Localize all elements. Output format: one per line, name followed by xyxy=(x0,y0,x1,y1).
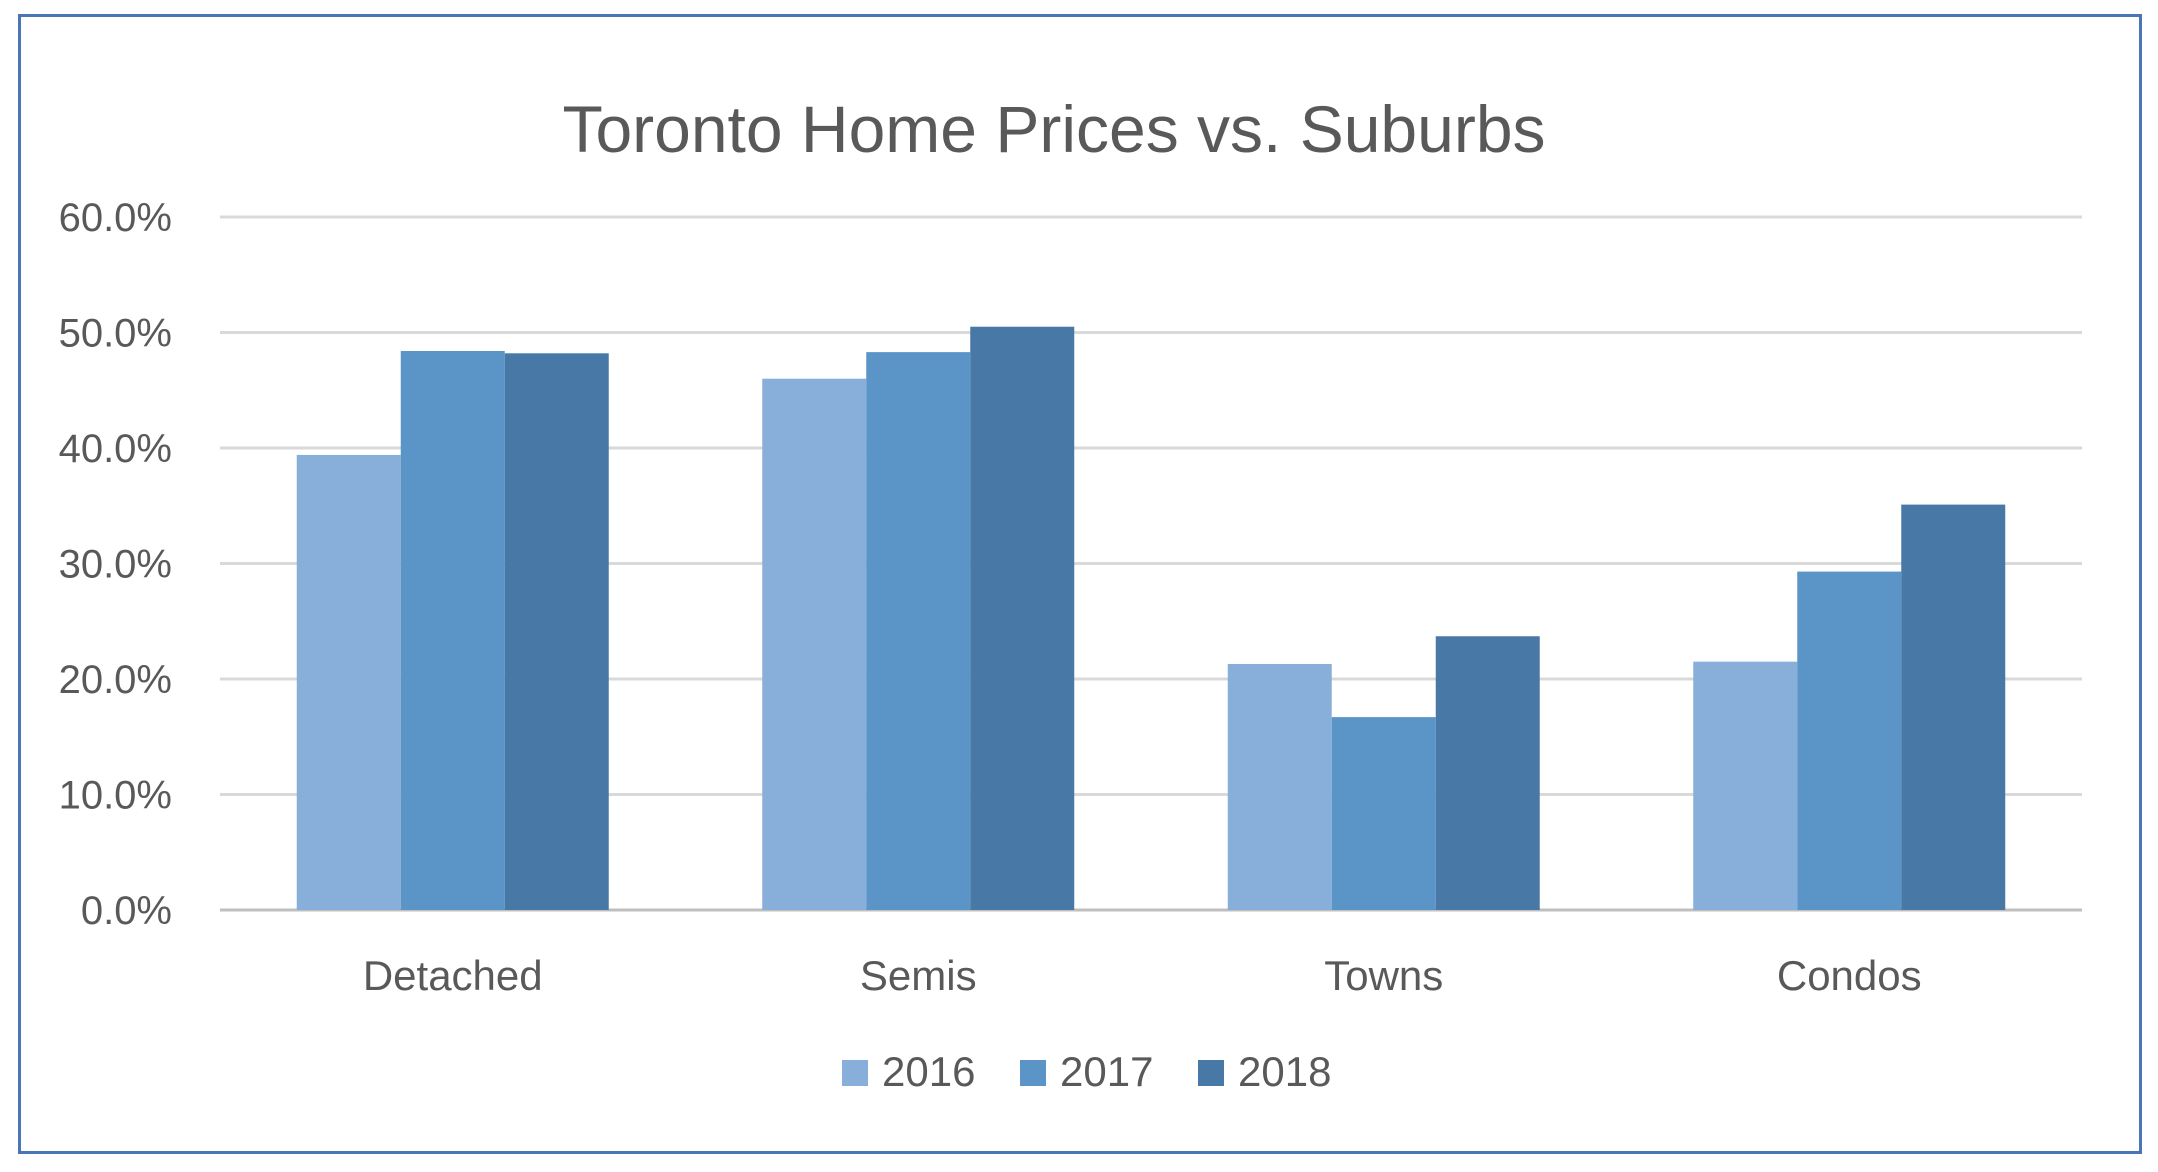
bars xyxy=(296,326,2006,911)
legend-swatch xyxy=(842,1060,868,1086)
legend-label: 2017 xyxy=(1060,1048,1153,1095)
legend: 2016 2017 2018 xyxy=(842,1048,1331,1095)
bar-detached-2016 xyxy=(296,454,401,910)
bar-towns-2016 xyxy=(1227,663,1332,910)
bar-detached-2017 xyxy=(400,350,505,911)
y-tick-label: 0.0% xyxy=(81,889,172,933)
y-tick-label: 10.0% xyxy=(59,774,172,818)
legend-label: 2016 xyxy=(882,1048,975,1095)
legend-item-2017: 2017 xyxy=(1020,1048,1153,1095)
legend-label: 2018 xyxy=(1238,1048,1331,1095)
chart-title: Toronto Home Prices vs. Suburbs xyxy=(562,92,1545,166)
y-tick-label: 40.0% xyxy=(59,427,172,471)
y-tick-label: 50.0% xyxy=(59,312,172,356)
bar-semis-2016 xyxy=(762,378,867,910)
bar-semis-2017 xyxy=(866,352,971,910)
x-tick-label: Detached xyxy=(363,952,543,999)
x-tick-label: Towns xyxy=(1324,952,1443,999)
bar-condos-2016 xyxy=(1693,661,1798,910)
bar-towns-2018 xyxy=(1435,636,1540,910)
x-tick-label: Semis xyxy=(860,952,977,999)
bar-condos-2017 xyxy=(1797,571,1902,910)
y-tick-label: 20.0% xyxy=(59,658,172,702)
legend-item-2016: 2016 xyxy=(842,1048,975,1095)
legend-swatch xyxy=(1198,1060,1224,1086)
axis: 0.0% 10.0% 20.0% 30.0% 40.0% 50.0% 60.0% Detach… xyxy=(59,196,1922,999)
bar-semis-2018 xyxy=(970,326,1075,911)
bar-condos-2018 xyxy=(1901,504,2006,910)
y-tick-label: 60.0% xyxy=(59,196,172,240)
legend-swatch xyxy=(1020,1060,1046,1086)
bar-towns-2017 xyxy=(1331,717,1436,910)
legend-item-2018: 2018 xyxy=(1198,1048,1331,1095)
y-tick-label: 30.0% xyxy=(59,543,172,587)
x-tick-label: Condos xyxy=(1777,952,1922,999)
bar-detached-2018 xyxy=(504,353,609,910)
